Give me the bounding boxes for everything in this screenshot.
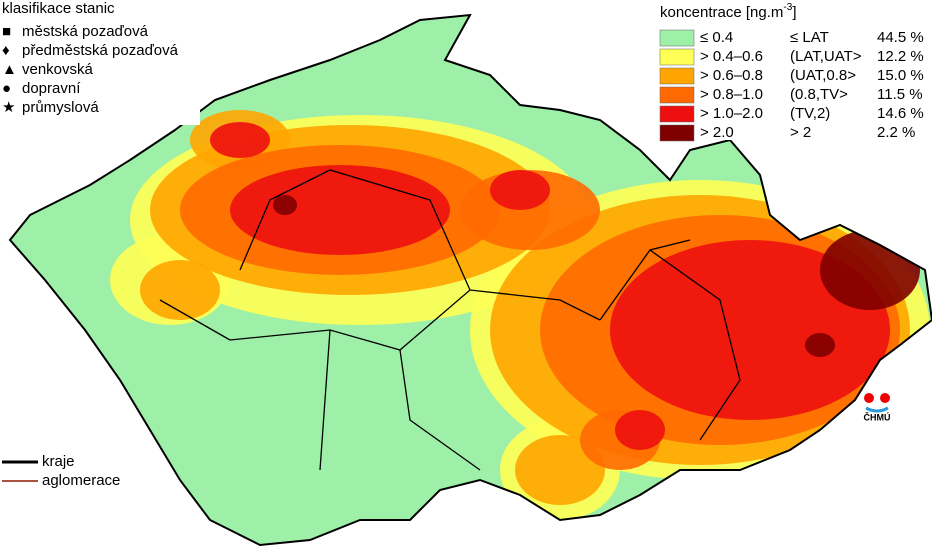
concentration-area xyxy=(210,122,270,158)
class-limit: ≤ LAT xyxy=(790,29,829,46)
station-symbol: ▲ xyxy=(2,61,17,78)
station-symbol: ★ xyxy=(2,99,15,116)
class-limit: (LAT,UAT> xyxy=(790,48,862,65)
station-legend-bg xyxy=(0,0,200,125)
class-limit: (0.8,TV> xyxy=(790,86,848,103)
concentration-area xyxy=(805,333,835,357)
class-limit: (TV,2) xyxy=(790,105,830,122)
title-end: ] xyxy=(792,4,796,21)
class-range: > 1.0–2.0 xyxy=(700,105,763,122)
class-limit: (UAT,0.8> xyxy=(790,67,856,84)
class-range: > 2.0 xyxy=(700,124,734,141)
class-range: > 0.8–1.0 xyxy=(700,86,763,103)
class-share: 14.6 % xyxy=(877,105,924,122)
class-swatch xyxy=(659,105,695,123)
class-swatch xyxy=(659,67,695,85)
logo-dot xyxy=(880,393,890,403)
title-text: koncentrace [ng.m xyxy=(660,4,783,21)
concentration-area xyxy=(140,260,220,320)
concentration-area xyxy=(490,170,550,210)
title-exponent: -3 xyxy=(783,2,792,13)
class-share: 11.5 % xyxy=(877,86,923,103)
class-share: 2.2 % xyxy=(877,124,915,141)
station-legend-title: klasifikace stanic xyxy=(2,0,115,17)
station-label: předměstská pozaďová xyxy=(22,42,179,59)
class-swatch xyxy=(659,48,695,66)
logo-text: ČHMÚ xyxy=(864,411,891,422)
country-border xyxy=(8,13,932,547)
class-range: > 0.4–0.6 xyxy=(700,48,763,65)
class-swatch xyxy=(659,124,695,142)
class-share: 44.5 % xyxy=(877,29,924,46)
concentration-legend-bg xyxy=(652,0,932,140)
region-borders xyxy=(159,169,741,471)
logo-wave xyxy=(865,406,889,413)
class-swatch xyxy=(659,29,695,47)
station-symbol: ■ xyxy=(2,23,11,40)
boundary-label: aglomerace xyxy=(42,472,120,489)
station-label: dopravní xyxy=(22,80,81,97)
station-symbol: ♦ xyxy=(2,42,10,59)
concentration-area xyxy=(610,240,890,420)
concentration-area xyxy=(615,410,665,450)
class-swatch xyxy=(659,86,695,104)
station-label: venkovská xyxy=(22,61,94,78)
boundary-label: kraje xyxy=(42,453,75,470)
station-label: průmyslová xyxy=(22,99,99,116)
station-symbol: ● xyxy=(2,80,11,97)
class-range: > 0.6–0.8 xyxy=(700,67,763,84)
class-limit: > 2 xyxy=(790,124,811,141)
concentration-area xyxy=(230,165,450,255)
concentration-legend-title: koncentrace [ng.m-3] xyxy=(660,2,796,21)
class-share: 12.2 % xyxy=(877,48,924,65)
class-range: ≤ 0.4 xyxy=(700,29,733,46)
class-share: 15.0 % xyxy=(877,67,924,84)
station-label: městská pozaďová xyxy=(22,23,149,40)
concentration-area xyxy=(273,195,297,215)
logo-dot xyxy=(864,393,874,403)
concentration-area xyxy=(515,435,605,505)
concentration-area xyxy=(820,230,920,310)
